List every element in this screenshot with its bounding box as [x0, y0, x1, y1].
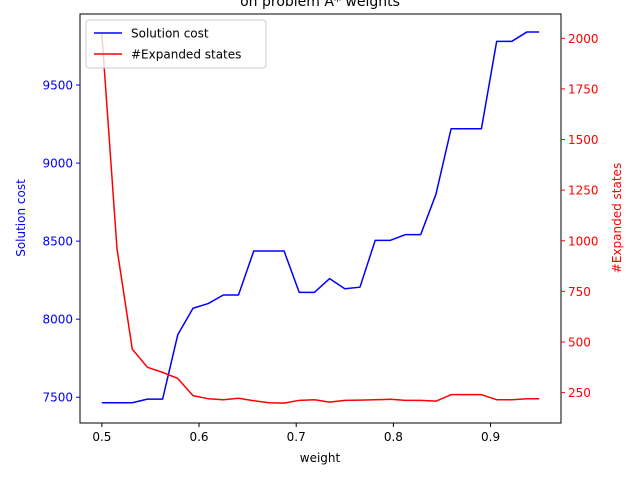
x-axis: 0.5 0.6 0.7 0.8 0.9 — [92, 423, 500, 444]
y-right-tick-label: 2000 — [568, 32, 599, 46]
y-right-tick-label: 250 — [568, 386, 591, 400]
y-left-axis: 7500 8000 8500 9000 9500 — [42, 79, 80, 405]
y-right-tick-label: 1750 — [568, 82, 599, 96]
chart-title: on problem A* weights — [240, 0, 400, 10]
x-axis-label: weight — [300, 451, 341, 465]
y-right-axis-label: #Expanded states — [610, 163, 624, 273]
y-right-tick-label: 500 — [568, 336, 591, 350]
legend-label-solution-cost: Solution cost — [131, 27, 209, 41]
legend-box — [85, 19, 267, 69]
x-tick-label: 0.7 — [287, 430, 306, 444]
x-tick-label: 0.8 — [384, 430, 403, 444]
y-left-tick-label: 9500 — [42, 79, 73, 93]
x-tick-label: 0.6 — [189, 430, 208, 444]
y-right-tick-label: 1000 — [568, 234, 599, 248]
y-left-tick-label: 8000 — [42, 313, 73, 327]
legend-label-expanded-states: #Expanded states — [131, 48, 241, 62]
y-left-axis-label: Solution cost — [14, 179, 28, 257]
y-left-tick-label: 7500 — [42, 391, 73, 405]
y-right-axis: 250 500 750 1000 1250 1500 1750 2000 — [561, 32, 599, 400]
y-left-tick-label: 9000 — [42, 157, 73, 171]
y-right-tick-label: 750 — [568, 285, 591, 299]
y-right-tick-label: 1500 — [568, 133, 599, 147]
x-tick-label: 0.5 — [92, 430, 111, 444]
y-left-tick-label: 8500 — [42, 235, 73, 249]
y-right-tick-label: 1250 — [568, 184, 599, 198]
legend: Solution cost #Expanded states — [85, 19, 267, 69]
plot-marks — [101, 31, 540, 404]
series-line-expanded-states — [101, 34, 540, 404]
series-line-solution-cost — [101, 31, 540, 404]
x-tick-label: 0.9 — [481, 430, 500, 444]
plot-frame — [79, 13, 562, 424]
